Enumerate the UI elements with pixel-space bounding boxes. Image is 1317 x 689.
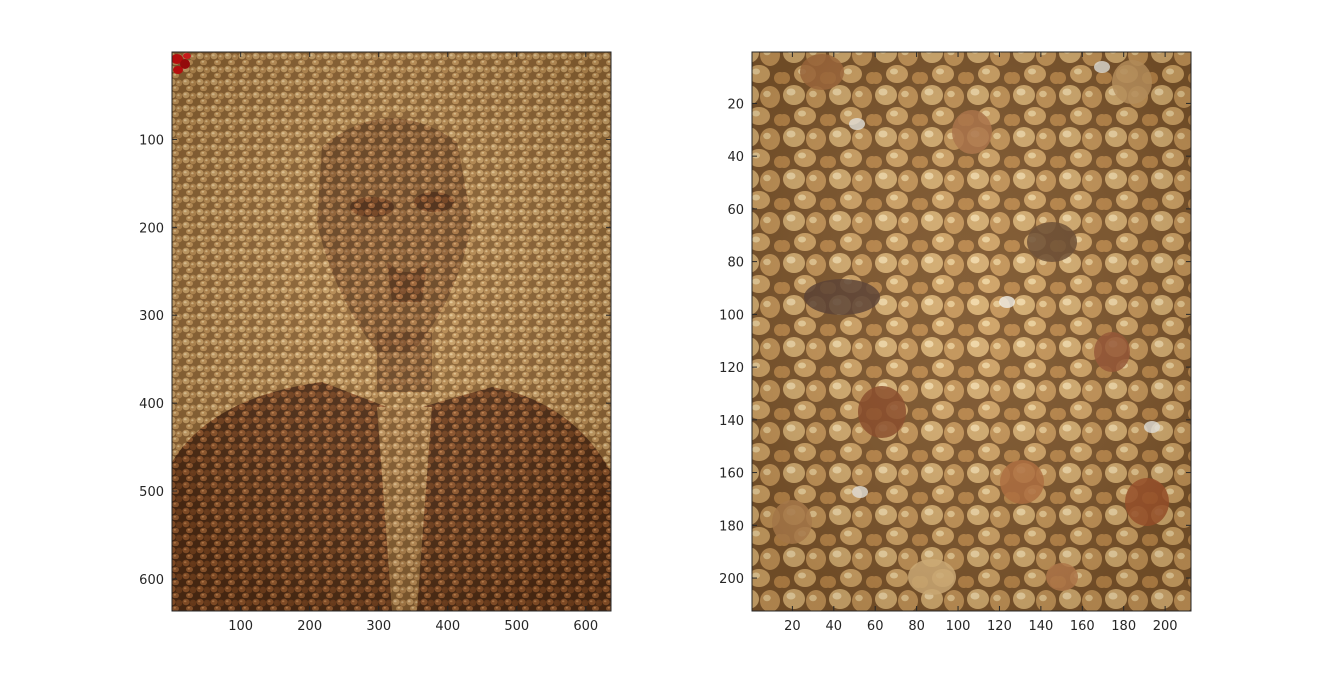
- axes-frame-left: [171, 51, 612, 612]
- y-tick-label: 40: [727, 150, 744, 165]
- y-axis-right: 20 40 60 80 100 120 140 160 180 200: [719, 97, 1191, 587]
- y-tick-label: 80: [727, 256, 744, 271]
- y-tick-label: 180: [719, 519, 744, 534]
- y-tick-label: 20: [727, 97, 744, 112]
- y-axis-left: 100 200 300 400 500 600: [139, 133, 611, 588]
- y-tick-label: 200: [139, 221, 164, 236]
- x-tick-label: 120: [987, 619, 1012, 634]
- y-tick-label: 120: [719, 361, 744, 376]
- y-tick-label: 60: [727, 203, 744, 218]
- x-tick-label: 400: [435, 619, 460, 634]
- x-tick-label: 160: [1070, 619, 1095, 634]
- y-tick-label: 400: [139, 397, 164, 412]
- y-tick-label: 160: [719, 467, 744, 482]
- y-tick-label: 100: [139, 133, 164, 148]
- x-tick-label: 180: [1111, 619, 1136, 634]
- x-tick-label: 500: [504, 619, 529, 634]
- x-axis-left: 100 200 300 400 500 600: [228, 52, 598, 634]
- y-tick-label: 600: [139, 573, 164, 588]
- x-tick-label: 200: [1153, 619, 1178, 634]
- mosaic-image: [172, 52, 611, 611]
- x-tick-label: 40: [826, 619, 843, 634]
- y-tick-label: 300: [139, 309, 164, 324]
- axes-frame-right: [751, 51, 1192, 612]
- x-tick-label: 100: [946, 619, 971, 634]
- x-tick-label: 600: [573, 619, 598, 634]
- y-tick-label: 500: [139, 485, 164, 500]
- axes-left-mosaic: 100 200 300 400 500 600 100 200 300 400 500 600: [139, 51, 612, 634]
- x-tick-label: 80: [908, 619, 925, 634]
- x-tick-label: 200: [297, 619, 322, 634]
- x-tick-label: 100: [228, 619, 253, 634]
- y-tick-label: 100: [719, 308, 744, 323]
- x-tick-label: 60: [867, 619, 884, 634]
- x-tick-label: 20: [784, 619, 801, 634]
- x-axis-right: 20 40 60 80 100 120 140 160 180 200: [784, 52, 1178, 634]
- x-tick-label: 140: [1028, 619, 1053, 634]
- axes-right-closeup: 20 40 60 80 100 120 140 160 180 200 20 40 60 80 100 12…: [719, 51, 1192, 634]
- closeup-image: [752, 52, 1191, 611]
- x-tick-label: 300: [366, 619, 391, 634]
- y-tick-label: 140: [719, 414, 744, 429]
- y-tick-label: 200: [719, 572, 744, 587]
